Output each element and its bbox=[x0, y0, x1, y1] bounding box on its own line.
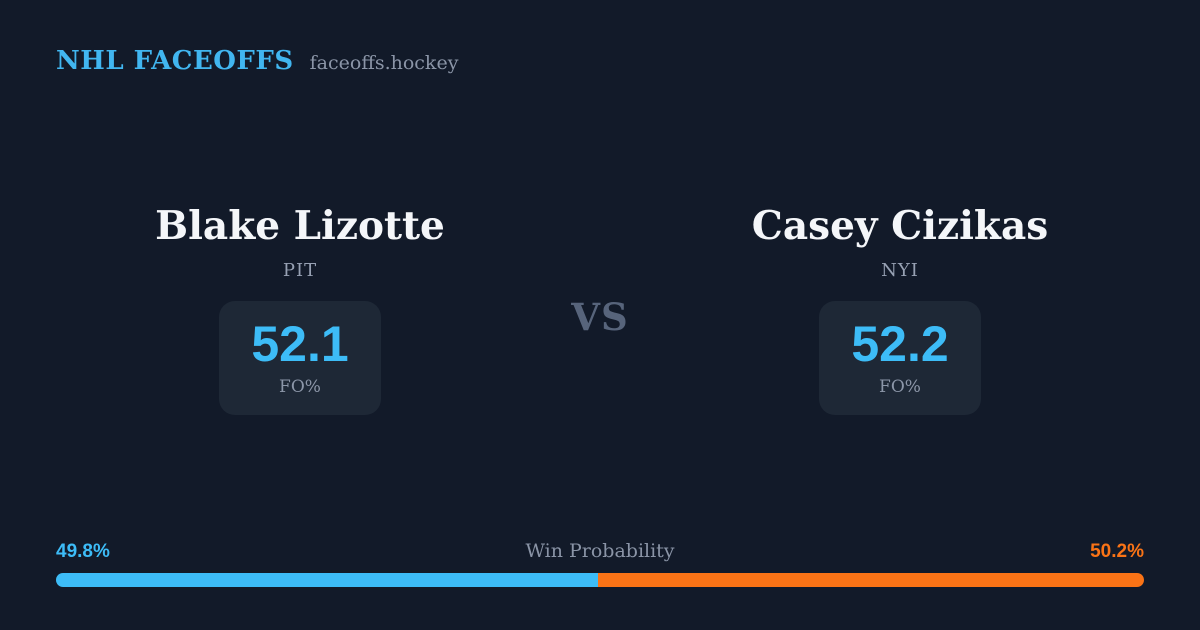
win-probability-section: 49.8% Win Probability 50.2% bbox=[56, 540, 1144, 587]
player-left-team: PIT bbox=[282, 259, 318, 281]
player-left-name: Blake Lizotte bbox=[155, 203, 445, 249]
header: NHL FACEOFFS faceoffs.hockey bbox=[56, 46, 458, 76]
vs-label: VS bbox=[571, 295, 629, 339]
player-left-stat-value: 52.1 bbox=[251, 315, 349, 372]
player-right: Casey Cizikas NYI 52.2 FO% bbox=[700, 205, 1100, 415]
player-right-team: NYI bbox=[881, 259, 919, 281]
site-url: faceoffs.hockey bbox=[309, 52, 459, 74]
player-right-stat-value: 52.2 bbox=[851, 315, 949, 372]
win-probability-left-pct: 49.8% bbox=[56, 541, 110, 562]
player-right-name: Casey Cizikas bbox=[751, 203, 1049, 249]
player-left-stat-card: 52.1 FO% bbox=[219, 300, 381, 415]
player-left-stat-label: FO% bbox=[279, 376, 321, 397]
win-probability-labels: 49.8% Win Probability 50.2% bbox=[56, 540, 1144, 563]
win-probability-bar-left-segment bbox=[56, 573, 598, 587]
player-right-stat-card: 52.2 FO% bbox=[819, 300, 981, 415]
win-probability-bar bbox=[56, 573, 1144, 587]
player-left: Blake Lizotte PIT 52.1 FO% bbox=[100, 205, 500, 415]
win-probability-title: Win Probability bbox=[525, 540, 675, 562]
player-right-stat-label: FO% bbox=[879, 376, 921, 397]
win-probability-right-pct: 50.2% bbox=[1090, 541, 1144, 562]
brand-title: NHL FACEOFFS bbox=[56, 46, 294, 76]
win-probability-bar-right-segment bbox=[597, 573, 1144, 587]
